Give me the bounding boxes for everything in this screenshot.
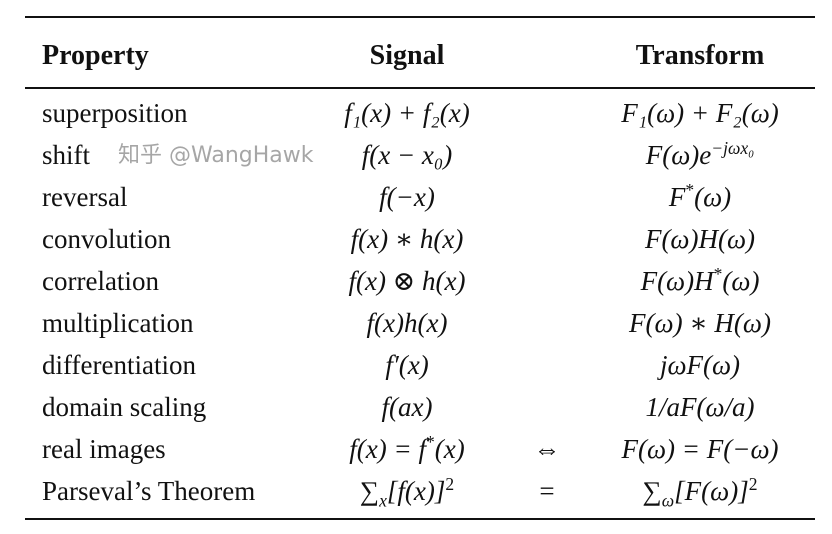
signal-cell: f(x − x₀) bbox=[362, 134, 453, 176]
relation-cell: ⇔ bbox=[533, 434, 561, 464]
formula: F(ω)H(ω) bbox=[644, 224, 756, 254]
table-row: Parseval’s Theorem ∑x[f(x)]2 = ∑ω[F(ω)]2 bbox=[0, 470, 832, 512]
transform-cell: F(ω)H(ω) bbox=[645, 218, 755, 260]
property-cell: convolution bbox=[42, 224, 171, 254]
sum-symbol: ∑ bbox=[642, 476, 662, 506]
subscript: x bbox=[379, 490, 387, 511]
subscript: ω bbox=[661, 490, 675, 511]
table-row: multiplication f(x)h(x) F(ω) ∗ H(ω) bbox=[0, 302, 832, 344]
transform-cell: F*(ω) bbox=[669, 176, 731, 218]
header-row: Property Signal Transform bbox=[0, 35, 832, 77]
header-property: Property bbox=[42, 40, 149, 71]
formula: [f(x)] bbox=[386, 476, 446, 506]
formula: F(ω)H bbox=[640, 266, 714, 296]
superscript: * bbox=[425, 432, 435, 452]
table-row: reversal f(−x) F*(ω) bbox=[0, 176, 832, 218]
transform-cell: F₁(ω) + F₂(ω) bbox=[621, 92, 779, 134]
table-row: differentiation f′(x) jωF(ω) bbox=[0, 344, 832, 386]
formula: [F(ω)] bbox=[674, 476, 749, 506]
superscript: −jωx₀ bbox=[711, 138, 755, 158]
formula: jωF(ω) bbox=[659, 350, 741, 380]
formula: (ω) bbox=[722, 266, 760, 296]
bottom-rule bbox=[25, 518, 815, 520]
formula: F(ω)e bbox=[645, 140, 712, 170]
formula: 1/aF(ω/a) bbox=[645, 392, 755, 422]
superscript: * bbox=[713, 264, 723, 284]
transform-cell: jωF(ω) bbox=[660, 344, 740, 386]
signal-cell: f(x) ∗ h(x) bbox=[351, 218, 464, 260]
formula: f(ax) bbox=[381, 392, 433, 422]
property-cell: correlation bbox=[42, 266, 159, 296]
signal-cell: f(x) = f*(x) bbox=[349, 428, 464, 470]
table-row: real images f(x) = f*(x) ⇔ F(ω) = F(−ω) bbox=[0, 428, 832, 470]
relation-cell: = bbox=[539, 476, 555, 506]
signal-cell: f(ax) bbox=[382, 386, 433, 428]
transform-cell: F(ω)H*(ω) bbox=[641, 260, 760, 302]
signal-cell: f₁(x) + f₂(x) bbox=[344, 92, 469, 134]
superscript: 2 bbox=[445, 474, 455, 494]
property-cell: domain scaling bbox=[42, 392, 207, 422]
signal-cell: f(x)h(x) bbox=[367, 302, 448, 344]
superscript: * bbox=[685, 180, 695, 200]
property-cell: multiplication bbox=[42, 308, 194, 338]
formula: f(x) = f bbox=[349, 434, 426, 464]
formula: F bbox=[668, 182, 686, 212]
property-cell: Parseval’s Theorem bbox=[42, 476, 256, 506]
signal-cell: f(−x) bbox=[379, 176, 435, 218]
property-cell: superposition bbox=[42, 98, 188, 128]
table-row: domain scaling f(ax) 1/aF(ω/a) bbox=[0, 386, 832, 428]
superscript: 2 bbox=[748, 474, 758, 494]
header-rule bbox=[25, 87, 815, 89]
formula: f(x) ∗ h(x) bbox=[350, 224, 464, 254]
property-cell: reversal bbox=[42, 182, 128, 212]
transform-cell: F(ω) = F(−ω) bbox=[621, 428, 778, 470]
signal-cell: f(x) ⊗ h(x) bbox=[348, 260, 465, 302]
formula: f(x − x₀) bbox=[361, 140, 453, 170]
sum-symbol: ∑ bbox=[359, 476, 380, 506]
watermark: 知乎 @WangHawk bbox=[118, 143, 314, 168]
property-cell: shift bbox=[42, 140, 91, 170]
formula: F(ω) ∗ H(ω) bbox=[629, 308, 771, 338]
table-row: correlation f(x) ⊗ h(x) F(ω)H*(ω) bbox=[0, 260, 832, 302]
header-signal: Signal bbox=[369, 40, 445, 71]
formula: f(−x) bbox=[379, 182, 435, 212]
table-row: convolution f(x) ∗ h(x) F(ω)H(ω) bbox=[0, 218, 832, 260]
header-transform: Transform bbox=[635, 40, 765, 71]
transform-cell: F(ω) ∗ H(ω) bbox=[629, 302, 771, 344]
formula: (ω) bbox=[694, 182, 732, 212]
table-row: shift f(x − x₀) F(ω)e−jωx₀ bbox=[0, 134, 832, 176]
transform-cell: ∑ω[F(ω)]2 bbox=[643, 470, 758, 512]
formula: F₁(ω) + F₂(ω) bbox=[621, 98, 779, 128]
property-cell: differentiation bbox=[42, 350, 196, 380]
formula: (x) bbox=[434, 434, 465, 464]
signal-cell: f′(x) bbox=[385, 344, 428, 386]
top-rule bbox=[25, 16, 815, 18]
signal-cell: ∑x[f(x)]2 bbox=[360, 470, 454, 512]
formula: f(x) ⊗ h(x) bbox=[348, 266, 466, 296]
transform-cell: 1/aF(ω/a) bbox=[645, 386, 754, 428]
transform-cell: F(ω)e−jωx₀ bbox=[646, 134, 755, 176]
property-cell: real images bbox=[42, 434, 166, 464]
table-row: superposition f₁(x) + f₂(x) F₁(ω) + F₂(ω… bbox=[0, 92, 832, 134]
formula: f′(x) bbox=[385, 350, 429, 380]
formula: F(ω) = F(−ω) bbox=[621, 434, 779, 464]
formula: f(x)h(x) bbox=[366, 308, 448, 338]
formula: f₁(x) + f₂(x) bbox=[344, 98, 470, 128]
